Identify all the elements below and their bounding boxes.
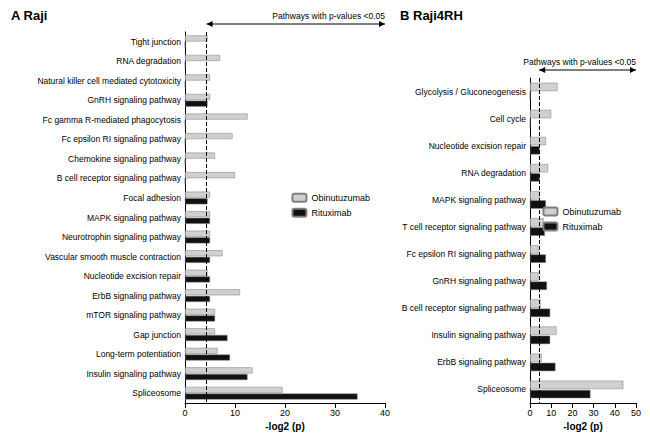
svg-text:20: 20	[280, 408, 290, 418]
svg-text:Fc gamma R-mediated phagocytos: Fc gamma R-mediated phagocytosis	[43, 115, 181, 125]
svg-text:10: 10	[546, 408, 556, 418]
svg-text:40: 40	[610, 408, 620, 418]
svg-text:Chemokine signaling pathway: Chemokine signaling pathway	[68, 154, 182, 164]
svg-text:-log2 (p): -log2 (p)	[563, 421, 602, 432]
svg-text:RNA degradation: RNA degradation	[116, 56, 181, 66]
svg-text:GnRH signaling pathway: GnRH signaling pathway	[87, 95, 181, 105]
svg-text:Glycolysis / Gluconeogenesis: Glycolysis / Gluconeogenesis	[415, 87, 526, 97]
svg-text:Insulin signaling pathway: Insulin signaling pathway	[86, 369, 181, 379]
svg-text:0: 0	[527, 408, 532, 418]
svg-text:GnRH signaling pathway: GnRH signaling pathway	[432, 276, 526, 286]
svg-text:30: 30	[589, 408, 599, 418]
svg-text:40: 40	[380, 408, 390, 418]
svg-text:Focal adhesion: Focal adhesion	[123, 193, 181, 203]
svg-text:Pathways with p-values <0.05: Pathways with p-values <0.05	[272, 11, 385, 21]
svg-text:Rituximab: Rituximab	[562, 222, 602, 232]
svg-text:Neurotrophin signaling pathway: Neurotrophin signaling pathway	[62, 232, 182, 242]
svg-text:B Raji4RH: B Raji4RH	[400, 8, 463, 23]
svg-text:10: 10	[230, 408, 240, 418]
svg-text:Rituximab: Rituximab	[311, 208, 351, 218]
svg-text:RNA degradation: RNA degradation	[461, 168, 526, 178]
svg-text:Spliceosome: Spliceosome	[477, 384, 526, 394]
svg-text:Long-term potentiation: Long-term potentiation	[96, 349, 181, 359]
svg-text:MAPK signaling pathway: MAPK signaling pathway	[87, 213, 182, 223]
svg-text:30: 30	[330, 408, 340, 418]
svg-text:Obinutuzumab: Obinutuzumab	[311, 193, 370, 203]
svg-text:-log2 (p): -log2 (p)	[265, 421, 304, 432]
svg-text:Vascular smooth muscle contrac: Vascular smooth muscle contraction	[45, 252, 181, 262]
svg-text:Cell cycle: Cell cycle	[490, 114, 527, 124]
svg-text:Fc epsilon RI signaling pathwa: Fc epsilon RI signaling pathway	[61, 134, 181, 144]
svg-text:MAPK signaling pathway: MAPK signaling pathway	[432, 195, 527, 205]
svg-text:Gap junction: Gap junction	[133, 330, 181, 340]
svg-text:50: 50	[631, 408, 641, 418]
svg-text:Spliceosome: Spliceosome	[132, 388, 181, 398]
svg-text:Nucleotide excision repair: Nucleotide excision repair	[84, 271, 181, 281]
svg-text:mTOR signaling pathway: mTOR signaling pathway	[86, 310, 182, 320]
svg-text:Obinutuzumab: Obinutuzumab	[562, 207, 621, 217]
svg-text:A Raji: A Raji	[11, 8, 47, 23]
svg-text:ErbB signaling pathway: ErbB signaling pathway	[437, 357, 527, 367]
svg-text:Insulin signaling pathway: Insulin signaling pathway	[431, 330, 526, 340]
svg-text:ErbB signaling pathway: ErbB signaling pathway	[92, 291, 182, 301]
svg-text:Nucleotide excision repair: Nucleotide excision repair	[429, 141, 526, 151]
svg-text:Fc epsilon RI signaling pathwa: Fc epsilon RI signaling pathway	[406, 249, 526, 259]
svg-text:B cell receptor signaling path: B cell receptor signaling pathway	[402, 303, 527, 313]
svg-text:B cell receptor signaling path: B cell receptor signaling pathway	[57, 173, 182, 183]
svg-text:Tight junction: Tight junction	[131, 37, 182, 47]
svg-text:T cell receptor signaling path: T cell receptor signaling pathway	[402, 222, 526, 232]
svg-text:20: 20	[567, 408, 577, 418]
svg-text:Natural killer cell mediated c: Natural killer cell mediated cytotoxicit…	[37, 76, 181, 86]
svg-text:Pathways with p-values <0.05: Pathways with p-values <0.05	[523, 57, 636, 67]
svg-text:0: 0	[182, 408, 187, 418]
